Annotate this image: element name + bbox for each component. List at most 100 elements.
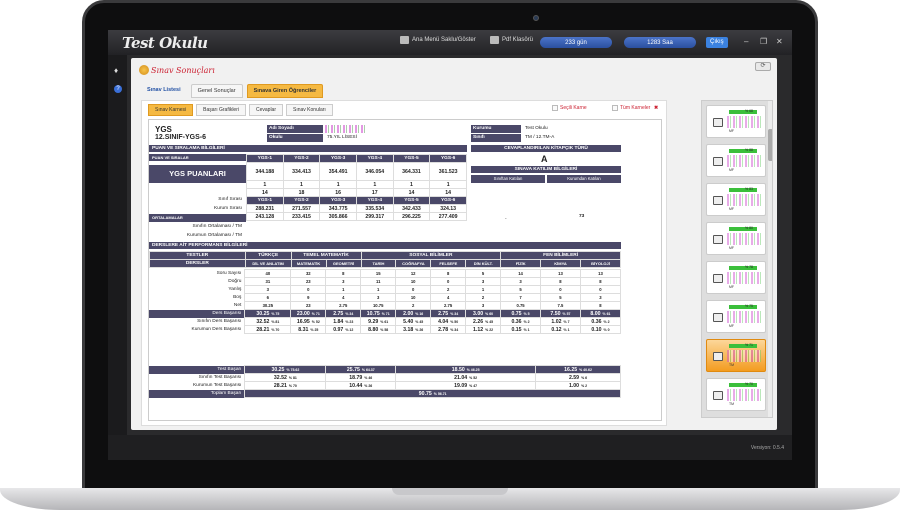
tab-topics[interactable]: Sınav Konuları [286, 104, 333, 116]
student-thumbnail[interactable]: % 83 MF [706, 183, 766, 216]
student-thumbnail[interactable]: % 80 MF [706, 222, 766, 255]
student-name-value [325, 125, 365, 133]
delete-icon[interactable]: ✖ [654, 105, 659, 111]
tab-answers[interactable]: Cevaplar [248, 104, 283, 116]
student-thumbnail[interactable]: % 71 TM [706, 339, 766, 372]
tab-charts[interactable]: Başarı Grafikleri [196, 104, 246, 116]
ygs-score: 344.188 [246, 162, 284, 181]
pdf-folder-label: Pdf Klasörü [502, 37, 534, 43]
student-thumbnail[interactable]: % 75 MF [706, 300, 766, 333]
selected-card-button[interactable]: Seçili Karne [552, 105, 587, 111]
tab-exam-list[interactable]: Sınav Listesi [147, 87, 181, 93]
student-name-blur [727, 389, 761, 401]
cell-value: 5 [500, 285, 541, 294]
institution-average-label: Kurumun Ortalaması / TM [186, 233, 242, 238]
value: 2.75 [438, 310, 449, 317]
report-panel: Sınav Karnesi Başarı Grafikleri Cevaplar… [141, 100, 667, 426]
cell-value: 0.36% 2 [500, 317, 541, 326]
close-icon[interactable]: ✕ [776, 37, 783, 46]
selected-card-label: Seçili Karne [560, 105, 587, 111]
thumbnail-scrollbar[interactable] [768, 101, 772, 417]
cell-value: 6 [244, 293, 292, 302]
class-average: 324.13 [429, 204, 467, 213]
cell-value: 14 [500, 269, 541, 278]
restore-icon[interactable]: ❐ [760, 37, 768, 46]
value: 28.21 [273, 382, 287, 389]
institution-rank: 18 [282, 188, 321, 197]
document-icon [552, 105, 558, 111]
cell-value: 7.5 [540, 301, 581, 310]
tab-report-card[interactable]: Sınav Karnesi [148, 104, 194, 116]
cell-value: 1.84% 23 [325, 317, 362, 326]
class-average: 342.433 [392, 204, 431, 213]
score-bar [729, 305, 757, 309]
exam-full-name: 12.SINIF-YGS-6 [155, 134, 206, 141]
help-icon[interactable]: ? [114, 85, 122, 93]
cell-value: 3.00% 60 [465, 309, 502, 318]
cell-value: 10.75% 71 [360, 309, 397, 318]
student-thumbnail[interactable]: % 78 MF [706, 261, 766, 294]
percent: % 25 [310, 327, 319, 332]
class-label: MF [729, 207, 735, 211]
value: 16.25 [564, 366, 578, 373]
school-label: Okulu [267, 134, 323, 142]
scrollbar-knob[interactable] [768, 129, 772, 161]
menu-toggle-label: Ana Menü Saklu/Göster [412, 37, 476, 43]
value: 0.12 [551, 326, 562, 333]
class-rank: 1 [392, 180, 431, 189]
value: 0.36 [591, 318, 602, 325]
score-percent: % 68 [745, 109, 753, 113]
value: 8.00 [590, 310, 601, 317]
tab-students[interactable]: Sınava Giren Öğrenciler [246, 84, 324, 98]
pdf-folder-button[interactable]: Pdf Klasörü [490, 36, 533, 44]
score-bar [729, 266, 757, 270]
cell-value: 8 [540, 277, 581, 286]
percent: % 2 [603, 319, 610, 324]
report-card: YGS 12.SINIF-YGS-6 Adı Soyadı Okulu 75.Y… [148, 119, 662, 421]
ygs-col: YGS-6 [429, 196, 467, 205]
cell-value: 1 [465, 285, 502, 294]
subject-header: COĞRAFYA [395, 259, 432, 268]
tab-general-results[interactable]: Genel Sonuçlar [190, 84, 243, 98]
student-thumbnail[interactable]: % 68 MF [706, 105, 766, 138]
cell-value: 1.00% 2 [535, 381, 621, 390]
cell-value: 1.02% 7 [540, 317, 581, 326]
value: 10.44 [349, 382, 363, 389]
cell-value: 2.75% 34 [325, 309, 362, 318]
student-thumbnail[interactable]: % 70 TM [706, 378, 766, 411]
percent: % 56.71 [433, 391, 447, 396]
all-cards-button[interactable]: Tüm Karneler [612, 105, 650, 111]
percent: % 81 [271, 319, 280, 324]
class-average: 271.557 [282, 204, 321, 213]
value: 30.25 [256, 310, 270, 317]
exit-button[interactable]: Çıkış [706, 37, 728, 48]
student-card-icon [713, 313, 723, 322]
refresh-button[interactable]: ⟳ [755, 62, 771, 71]
student-card-icon [713, 118, 723, 127]
cell-value: 0.75 [500, 301, 541, 310]
class-label: TM [729, 402, 735, 406]
minimize-icon[interactable]: – [744, 37, 749, 46]
sinif-value: TM / 12.TM-A [525, 135, 555, 140]
cell-value: 2 [395, 301, 432, 310]
cell-value: 4 [430, 293, 467, 302]
performance-section-band: DERSLERE AİT PERFORMANS BİLGİLERİ [149, 242, 621, 249]
cell-value: 8.80% 58 [360, 325, 397, 334]
cell-value: 10 [395, 293, 432, 302]
class-rank: 1 [282, 180, 321, 189]
cell-value: 3 [244, 285, 292, 294]
percent: % 61 [602, 311, 611, 316]
value: 0.75 [511, 310, 522, 317]
pin-icon[interactable]: ♦ [114, 66, 119, 75]
student-thumbnail[interactable]: % 88 MF [706, 144, 766, 177]
menu-toggle-button[interactable]: Ana Menü Saklu/Göster [400, 36, 476, 44]
ygs-score: 364.331 [392, 162, 431, 181]
value: 5.40 [403, 318, 414, 325]
percent: % 1 [523, 327, 530, 332]
ygs-col: YGS-5 [392, 196, 431, 205]
attendance-col-class: Sınıftan Katılan [471, 175, 545, 183]
left-sidebar: ♦ ? [108, 55, 127, 435]
subject-header: DİN KÜLT. [465, 259, 502, 268]
value: 25.75 [346, 366, 360, 373]
percent: % 45 [415, 319, 424, 324]
